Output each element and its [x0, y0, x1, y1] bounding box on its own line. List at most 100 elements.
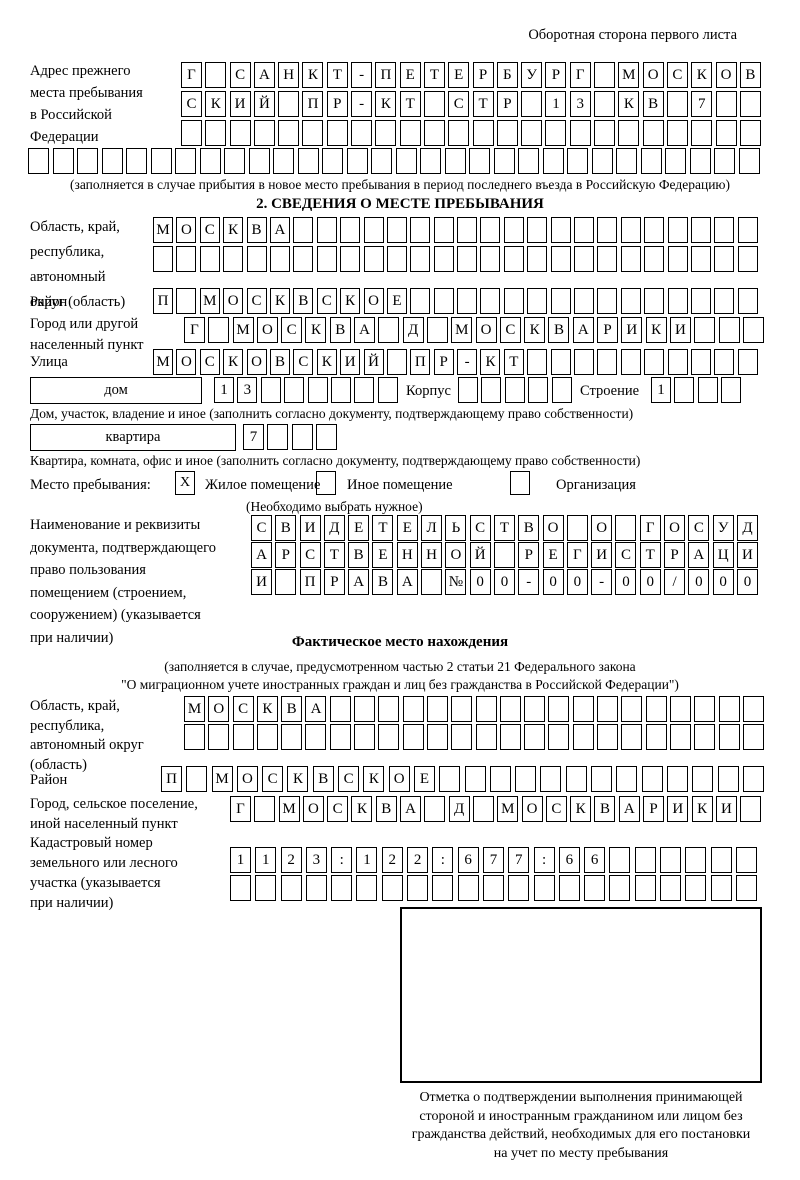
char-cell	[503, 246, 524, 272]
char-cell: О	[246, 349, 267, 375]
char-cell: А	[400, 796, 422, 822]
char-cell: 0	[542, 569, 564, 595]
actual-region-row-2	[184, 724, 767, 750]
char-cell	[742, 766, 764, 792]
char-cell: И	[229, 91, 251, 117]
char-cell: М	[232, 317, 254, 343]
char-cell: Н	[278, 62, 300, 88]
char-cell	[331, 875, 353, 901]
char-cell	[550, 217, 571, 243]
char-cell	[363, 246, 384, 272]
label-line: при наличии)	[30, 629, 114, 646]
char-cell: М	[211, 766, 233, 792]
char-cell	[565, 766, 587, 792]
char-cell: С	[262, 766, 284, 792]
confirmation-caption: Отметка о подтверждении выполнения прини…	[393, 1089, 769, 1163]
char-cell: Р	[326, 91, 348, 117]
char-cell	[480, 288, 501, 314]
char-cell: А	[618, 796, 640, 822]
char-cell	[378, 696, 400, 722]
char-cell	[346, 148, 368, 174]
char-cell: К	[645, 317, 667, 343]
label-line: стороной и иностранным гражданином или л…	[419, 1108, 743, 1124]
char-cell: О	[521, 796, 543, 822]
char-cell	[620, 349, 641, 375]
char-cell	[540, 766, 562, 792]
stay-type-option-organization: Организация	[556, 477, 636, 493]
char-cell: Р	[323, 569, 345, 595]
char-cell	[260, 377, 281, 403]
char-cell	[305, 724, 327, 750]
char-cell	[669, 696, 691, 722]
char-cell: 6	[558, 847, 580, 873]
char-cell: К	[480, 349, 501, 375]
char-cell	[645, 724, 667, 750]
char-cell: С	[499, 317, 521, 343]
char-cell: В	[312, 766, 334, 792]
char-cell	[458, 377, 478, 403]
char-cell: В	[375, 796, 397, 822]
char-cell	[472, 120, 494, 146]
char-cell	[307, 377, 328, 403]
char-cell	[620, 288, 641, 314]
char-cell	[493, 148, 515, 174]
char-cell	[620, 246, 641, 272]
char-cell	[597, 288, 618, 314]
label-line: республика,	[30, 717, 105, 734]
char-cell: К	[287, 766, 309, 792]
char-cell: О	[176, 349, 197, 375]
char-cell: О	[715, 62, 737, 88]
char-cell: 0	[493, 569, 515, 595]
char-cell	[248, 148, 270, 174]
char-cell	[493, 542, 515, 568]
char-cell: К	[340, 288, 361, 314]
label-line: места пребывания	[30, 85, 143, 101]
char-cell: :	[331, 847, 353, 873]
char-cell	[714, 148, 735, 174]
char-cell	[52, 148, 74, 174]
char-cell	[232, 724, 254, 750]
char-cell	[186, 766, 208, 792]
stroenie-label: Строение	[580, 383, 640, 399]
char-cell: Т	[493, 515, 515, 541]
char-cell: 0	[688, 569, 710, 595]
char-cell: А	[251, 542, 272, 568]
label-line: иной населенный пункт	[30, 816, 178, 832]
char-cell: С	[469, 515, 491, 541]
stay-type-option-residential: Жилое помещение	[205, 477, 321, 493]
char-cell: С	[545, 796, 567, 822]
char-cell: Т	[503, 349, 524, 375]
char-cell: А	[253, 62, 275, 88]
char-cell: К	[205, 91, 227, 117]
char-cell: В	[281, 696, 303, 722]
char-cell: М	[451, 317, 473, 343]
char-cell	[386, 349, 407, 375]
char-cell	[315, 424, 337, 450]
char-cell: 1	[255, 847, 277, 873]
char-cell	[551, 377, 572, 403]
char-cell	[457, 875, 479, 901]
char-cell: Т	[323, 542, 345, 568]
char-cell	[205, 62, 227, 88]
char-cell	[433, 217, 454, 243]
char-cell: 2	[381, 847, 403, 873]
char-cell	[735, 847, 757, 873]
char-cell	[316, 246, 337, 272]
char-cell	[278, 120, 300, 146]
char-cell	[620, 217, 641, 243]
char-cell	[574, 288, 595, 314]
char-cell	[223, 246, 244, 272]
char-cell	[644, 288, 665, 314]
char-cell	[340, 217, 361, 243]
label-line: Наименование и реквизиты	[30, 517, 201, 533]
char-cell: К	[256, 696, 278, 722]
char-cell: С	[199, 217, 220, 243]
char-cell	[399, 120, 421, 146]
char-cell: В	[518, 515, 540, 541]
char-cell	[660, 875, 682, 901]
char-cell	[715, 91, 737, 117]
char-cell	[504, 377, 525, 403]
